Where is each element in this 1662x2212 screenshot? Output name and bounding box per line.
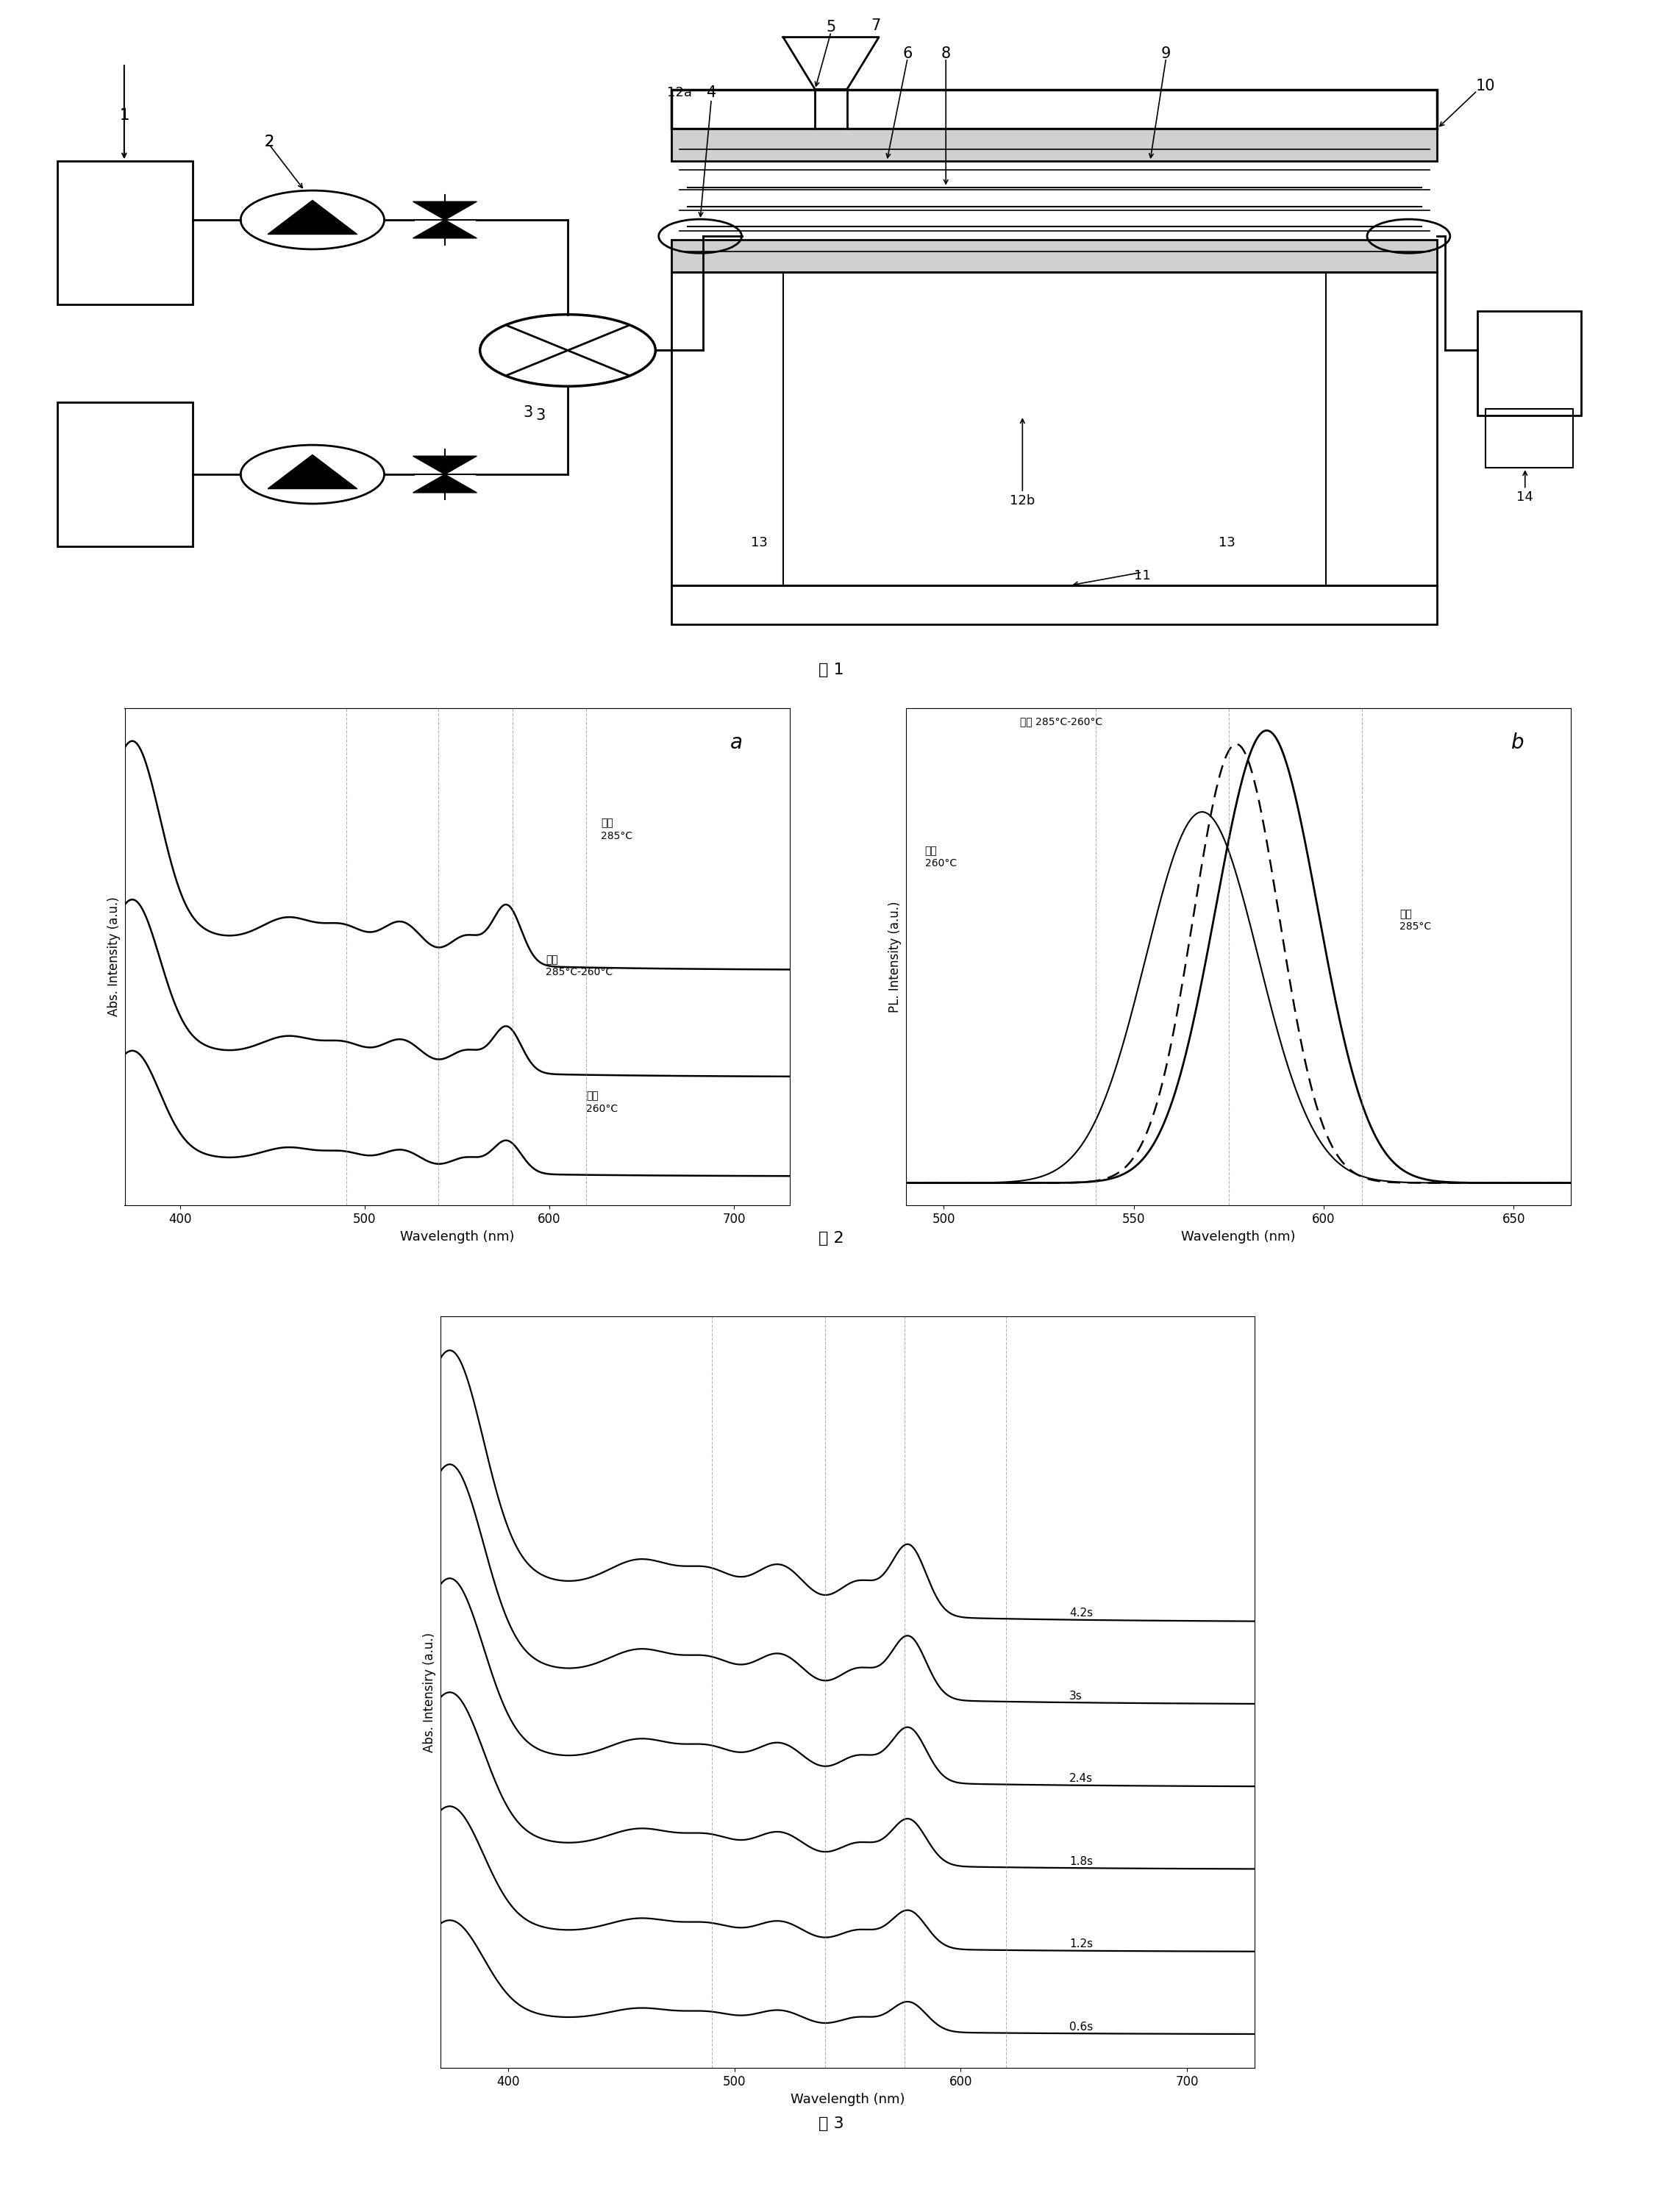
Text: 恒温
260°C: 恒温 260°C (587, 1091, 618, 1115)
Text: 1: 1 (120, 108, 130, 124)
Text: 6: 6 (902, 46, 912, 60)
Polygon shape (412, 456, 477, 493)
Bar (57, 161, 193, 305)
Bar (671, 239, 1438, 272)
Polygon shape (412, 201, 477, 239)
Text: 1.2s: 1.2s (1069, 1938, 1094, 1949)
Text: 9: 9 (1162, 46, 1172, 60)
Text: 13: 13 (751, 535, 768, 549)
Bar (1478, 312, 1581, 416)
Y-axis label: PL. Intensity (a.u.): PL. Intensity (a.u.) (889, 900, 902, 1013)
Bar (671, 586, 1438, 624)
Bar (671, 128, 1438, 161)
Text: 图 3: 图 3 (818, 2117, 844, 2130)
Text: 12b: 12b (1010, 493, 1035, 507)
Text: 恒温
285°C: 恒温 285°C (602, 818, 633, 841)
Text: 3: 3 (535, 409, 545, 422)
Text: 图 2: 图 2 (818, 1232, 844, 1245)
Text: 恒温
285°C: 恒温 285°C (1399, 909, 1431, 931)
Bar (1486, 409, 1572, 469)
Text: 恒温
260°C: 恒温 260°C (924, 845, 957, 869)
Text: 2: 2 (264, 135, 274, 148)
Text: 13: 13 (1218, 535, 1235, 549)
Text: 7: 7 (871, 18, 881, 33)
Text: 3: 3 (524, 405, 534, 420)
Text: 梯度
285°C-260°C: 梯度 285°C-260°C (545, 953, 613, 978)
Text: 2.4s: 2.4s (1069, 1774, 1094, 1785)
Text: 12a: 12a (666, 86, 691, 100)
Text: 1: 1 (120, 108, 130, 124)
Bar (57, 403, 193, 546)
Text: 图 1: 图 1 (818, 664, 844, 677)
Text: 5: 5 (826, 20, 836, 35)
X-axis label: Wavelength (nm): Wavelength (nm) (401, 1230, 514, 1243)
Text: 2: 2 (264, 135, 274, 148)
Y-axis label: Abs. Intensiry (a.u.): Abs. Intensiry (a.u.) (424, 1632, 437, 1752)
Bar (671, 88, 1438, 128)
Y-axis label: Abs. Intensity (a.u.): Abs. Intensity (a.u.) (108, 896, 121, 1018)
Text: 梯度 285°C-260°C: 梯度 285°C-260°C (1020, 717, 1102, 726)
Text: 8: 8 (941, 46, 951, 60)
Text: a: a (730, 732, 743, 754)
Text: 4: 4 (706, 86, 716, 100)
Text: b: b (1511, 732, 1524, 754)
X-axis label: Wavelength (nm): Wavelength (nm) (791, 2093, 904, 2106)
Polygon shape (268, 201, 357, 234)
Polygon shape (268, 456, 357, 489)
Bar (671, 272, 1438, 586)
X-axis label: Wavelength (nm): Wavelength (nm) (1182, 1230, 1295, 1243)
Text: 10: 10 (1476, 80, 1494, 93)
Text: 3s: 3s (1069, 1690, 1082, 1701)
Text: 14: 14 (1517, 491, 1534, 504)
Text: 11: 11 (1133, 568, 1150, 582)
Text: 0.6s: 0.6s (1069, 2022, 1094, 2033)
Text: 4.2s: 4.2s (1069, 1608, 1094, 1619)
Text: 1.8s: 1.8s (1069, 1856, 1094, 1867)
